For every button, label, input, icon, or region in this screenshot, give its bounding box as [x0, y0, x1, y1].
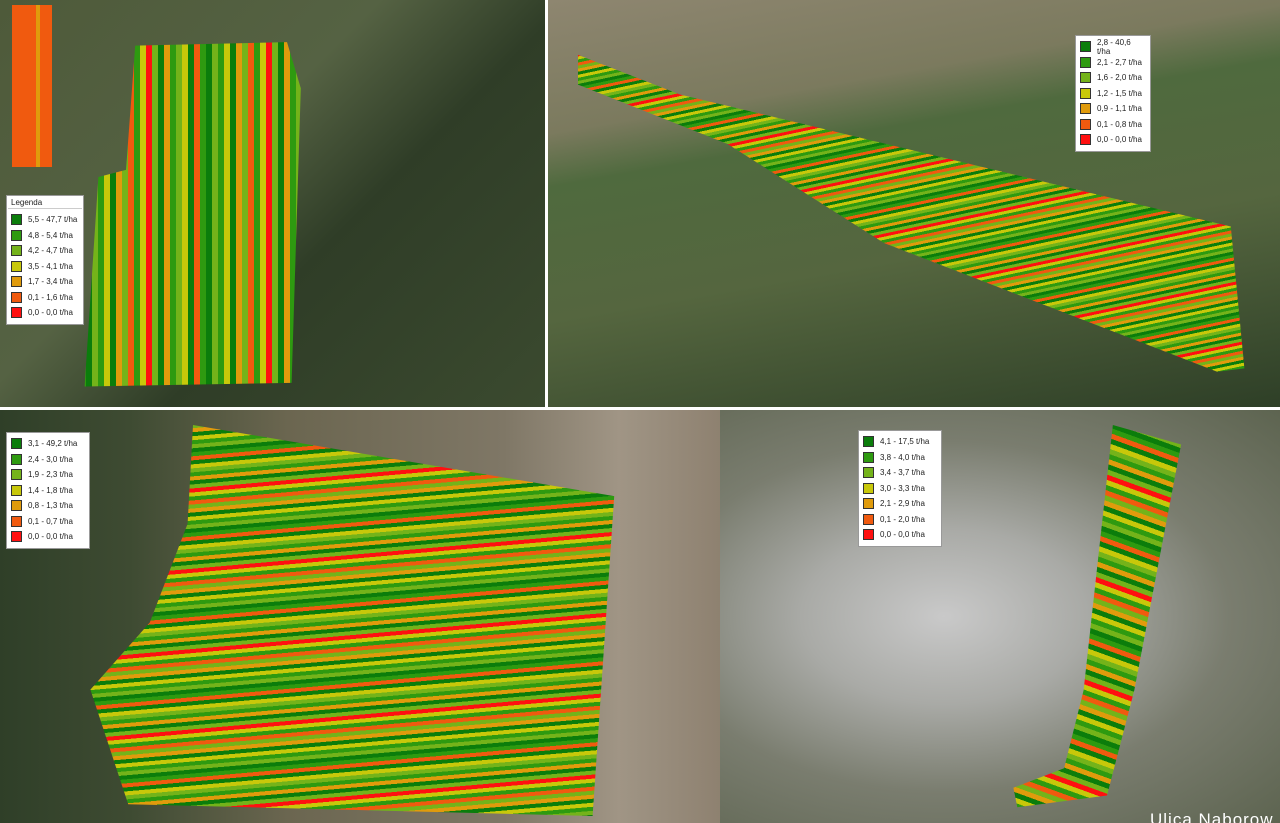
legend-item: 0,0 - 0,0 t/ha	[11, 529, 85, 545]
legend-label: 3,5 - 4,1 t/ha	[28, 261, 73, 271]
legend-item: 1,6 - 2,0 t/ha	[1080, 70, 1146, 86]
legend-swatch	[11, 453, 22, 465]
legend-label: 3,0 - 3,3 t/ha	[880, 483, 925, 493]
legend-label: 0,8 - 1,3 t/ha	[28, 501, 73, 511]
legend-label: 0,0 - 0,0 t/ha	[1097, 135, 1142, 145]
legend-swatch	[863, 513, 874, 525]
legend-item: 1,4 - 1,8 t/ha	[11, 483, 85, 499]
legend-swatch	[11, 484, 22, 496]
legend-swatch	[11, 276, 22, 288]
legend-swatch	[11, 260, 22, 272]
legend: 4,1 - 17,5 t/ha 3,8 - 4,0 t/ha 3,4 - 3,7 t…	[858, 430, 942, 547]
legend-swatch	[11, 500, 22, 512]
legend-item: 0,1 - 0,7 t/ha	[11, 514, 85, 530]
legend-swatch	[863, 467, 874, 479]
yield-map-1[interactable]: Legenda 5,5 - 47,7 t/ha 4,8 - 5,4 t/ha 4,2 …	[0, 0, 545, 407]
legend-item: 3,0 - 3,3 t/ha	[863, 481, 937, 497]
field-strip	[12, 5, 52, 167]
legend-label: 3,8 - 4,0 t/ha	[880, 452, 925, 462]
legend-item: 3,4 - 3,7 t/ha	[863, 465, 937, 481]
yield-map-3[interactable]: 3,1 - 49,2 t/ha 2,4 - 3,0 t/ha 1,9 - 2,3 t…	[0, 410, 720, 823]
legend-item: 4,2 - 4,7 t/ha	[11, 243, 79, 259]
legend-label: 0,1 - 2,0 t/ha	[880, 514, 925, 524]
legend-item: 3,8 - 4,0 t/ha	[863, 450, 937, 466]
legend-item: 0,9 - 1,1 t/ha	[1080, 101, 1146, 117]
legend-swatch	[1080, 87, 1091, 99]
legend-swatch	[1080, 41, 1091, 53]
legend-swatch	[1080, 134, 1091, 146]
legend-label: 0,0 - 0,0 t/ha	[28, 308, 73, 318]
legend-item: 2,1 - 2,9 t/ha	[863, 496, 937, 512]
legend-item: 4,8 - 5,4 t/ha	[11, 228, 79, 244]
legend-swatch	[11, 438, 22, 450]
legend-label: 2,4 - 3,0 t/ha	[28, 454, 73, 464]
legend-item: 0,1 - 2,0 t/ha	[863, 512, 937, 528]
field-yield-layer	[84, 42, 301, 387]
legend-swatch	[11, 214, 22, 226]
legend-swatch	[11, 307, 22, 319]
legend-swatch	[1080, 103, 1091, 115]
field-yield-layer	[578, 54, 1245, 372]
legend-swatch	[863, 451, 874, 463]
legend-label: 4,1 - 17,5 t/ha	[880, 437, 930, 447]
legend-label: 1,9 - 2,3 t/ha	[28, 470, 73, 480]
legend-swatch	[1080, 56, 1091, 68]
legend-label: 2,8 - 40,6 t/ha	[1096, 37, 1131, 56]
legend-item: 0,0 - 0,0 t/ha	[11, 305, 79, 321]
legend: 3,1 - 49,2 t/ha 2,4 - 3,0 t/ha 1,9 - 2,3 t…	[6, 432, 90, 549]
legend-item: 0,0 - 0,0 t/ha	[863, 527, 937, 543]
legend-label: 1,7 - 3,4 t/ha	[28, 277, 73, 287]
legend-item: 1,2 - 1,5 t/ha	[1080, 86, 1146, 102]
legend-item: 0,1 - 1,6 t/ha	[11, 290, 79, 306]
legend-label: 0,9 - 1,1 t/ha	[1097, 104, 1142, 114]
legend: Legenda 5,5 - 47,7 t/ha 4,8 - 5,4 t/ha 4,2 …	[6, 195, 84, 325]
legend-item: 1,9 - 2,3 t/ha	[11, 467, 85, 483]
legend-swatch	[863, 436, 874, 448]
legend-item: 0,8 - 1,3 t/ha	[11, 498, 85, 514]
legend-label: 0,1 - 1,6 t/ha	[28, 292, 73, 302]
legend-label: 0,0 - 0,0 t/ha	[880, 530, 925, 540]
legend-label: 4,8 - 5,4 t/ha	[28, 230, 73, 240]
legend-swatch	[11, 291, 22, 303]
legend: 2,8 - 40,6 t/ha 2,1 - 2,7 t/ha 1,6 - 2,0 t…	[1075, 35, 1151, 152]
legend-swatch	[1080, 118, 1091, 130]
legend-label: 3,4 - 3,7 t/ha	[880, 468, 925, 478]
legend-swatch	[863, 498, 874, 510]
legend-swatch	[863, 529, 874, 541]
legend-swatch	[11, 515, 22, 527]
legend-swatch	[1080, 72, 1091, 84]
legend-label: 2,1 - 2,9 t/ha	[880, 499, 925, 509]
legend-label: 0,0 - 0,0 t/ha	[28, 532, 73, 542]
legend-item: 0,0 - 0,0 t/ha	[1080, 132, 1146, 148]
field-yield-layer	[90, 425, 615, 817]
field-yield-layer	[1013, 425, 1182, 808]
legend-label: 2,1 - 2,7 t/ha	[1097, 57, 1142, 67]
legend-item: 3,5 - 4,1 t/ha	[11, 259, 79, 275]
legend-item: 0,1 - 0,8 t/ha	[1080, 117, 1146, 133]
legend-label: 1,4 - 1,8 t/ha	[28, 485, 73, 495]
legend-label: 5,5 - 47,7 t/ha	[28, 215, 78, 225]
legend-item: 4,1 - 17,5 t/ha	[863, 434, 937, 450]
legend-label: 1,2 - 1,5 t/ha	[1097, 88, 1142, 98]
legend-item: 2,1 - 2,7 t/ha	[1080, 55, 1146, 71]
legend-title: Legenda	[8, 197, 82, 209]
legend-label: 0,1 - 0,7 t/ha	[28, 516, 73, 526]
legend-item: 5,5 - 47,7 t/ha	[11, 212, 79, 228]
legend-label: 4,2 - 4,7 t/ha	[28, 246, 73, 256]
yield-map-4[interactable]: 4,1 - 17,5 t/ha 3,8 - 4,0 t/ha 3,4 - 3,7 t…	[720, 410, 1280, 823]
legend-swatch	[11, 469, 22, 481]
legend-item: 1,7 - 3,4 t/ha	[11, 274, 79, 290]
legend-label: 3,1 - 49,2 t/ha	[28, 439, 78, 449]
yield-map-2[interactable]: 2,8 - 40,6 t/ha 2,1 - 2,7 t/ha 1,6 - 2,0 t…	[548, 0, 1280, 407]
legend-swatch	[11, 245, 22, 257]
legend-item: 3,1 - 49,2 t/ha	[11, 436, 85, 452]
road-label: Ulica Naborow	[1150, 810, 1274, 823]
legend-swatch	[11, 531, 22, 543]
legend-item: 2,8 - 40,6 t/ha	[1080, 37, 1146, 56]
legend-item: 2,4 - 3,0 t/ha	[11, 452, 85, 468]
legend-swatch	[11, 229, 22, 241]
legend-swatch	[863, 482, 874, 494]
legend-label: 1,6 - 2,0 t/ha	[1097, 73, 1142, 83]
legend-label: 0,1 - 0,8 t/ha	[1097, 119, 1142, 129]
